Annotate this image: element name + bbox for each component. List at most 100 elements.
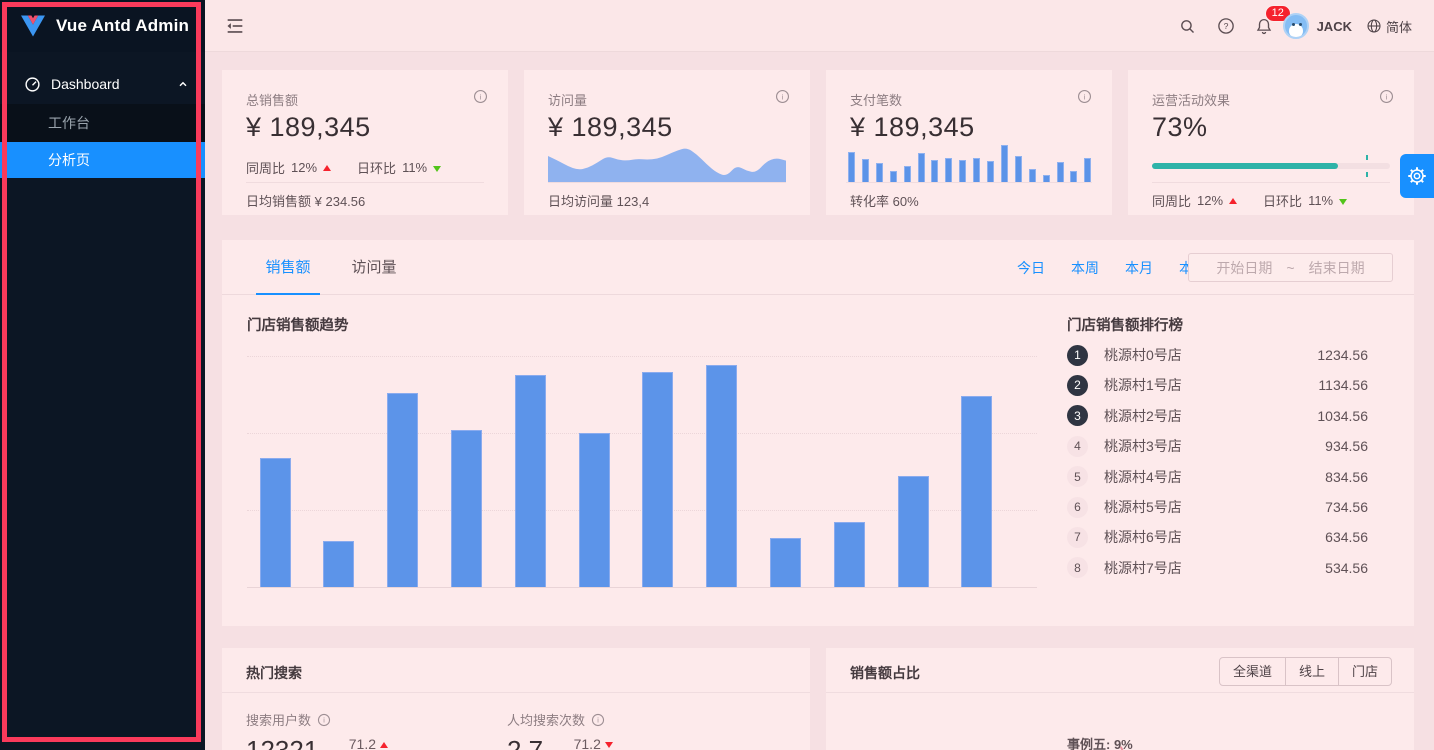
active-tab-underline [256, 293, 320, 295]
divider [246, 182, 484, 183]
store-sales-bar-chart [247, 348, 1037, 588]
language-switch[interactable]: 简体 [1366, 17, 1412, 36]
mini-bar [875, 163, 883, 182]
notifications-button[interactable]: 12 [1245, 0, 1291, 52]
ranking-row: 1 桃源村0号店 1234.56 [1067, 340, 1368, 370]
info-icon[interactable]: i [775, 89, 790, 104]
info-icon[interactable]: i [317, 713, 331, 727]
globe-icon [1367, 19, 1381, 33]
sidebar-item-label: 工作台 [48, 115, 90, 131]
operation-progress-bar [1152, 155, 1390, 177]
sales-bar [769, 537, 801, 587]
stat-delta: 71.2 [574, 736, 613, 750]
menu-fold-icon[interactable] [224, 15, 246, 37]
chart-title: 门店销售额趋势 [247, 318, 349, 334]
store-name: 桃源村1号店 [1104, 377, 1182, 394]
channel-online-button[interactable]: 线上 [1284, 657, 1339, 686]
sidebar-item-dashboard[interactable]: Dashboard [0, 64, 205, 104]
sales-panel: 销售额 访问量 今日 本周 本月 本年 开始日期 ~ 结束日期 门店销售额趋势 … [222, 240, 1414, 626]
avatar-face [1288, 24, 1303, 37]
ranking-row: 3 桃源村2号店 1034.56 [1067, 401, 1368, 431]
area-path [548, 148, 786, 183]
stat-value: 12321 [246, 735, 319, 750]
sidebar-item-label: 分析页 [48, 152, 90, 168]
store-name: 桃源村5号店 [1104, 499, 1182, 515]
mini-bar [959, 160, 967, 182]
trend-row: 同周比 12% 日环比 11% [1152, 191, 1348, 210]
mini-bar [903, 166, 911, 182]
card-footer: 转化率 60% [850, 194, 919, 209]
date-end-placeholder: 结束日期 [1308, 259, 1365, 276]
trend-value: 11% [402, 160, 428, 175]
range-month[interactable]: 本月 [1125, 259, 1153, 276]
trend-up-icon [380, 741, 389, 748]
channel-all-button[interactable]: 全渠道 [1218, 657, 1286, 686]
card-title: 访问量 [548, 93, 588, 108]
info-icon[interactable]: i [1379, 89, 1394, 104]
trend-value: 11% [1308, 193, 1334, 208]
store-sales-value: 934.56 [1325, 438, 1368, 455]
ranking-row: 5 桃源村4号店 834.56 [1067, 462, 1368, 492]
trend-value: 12% [291, 160, 318, 175]
range-week[interactable]: 本周 [1071, 259, 1099, 276]
svg-text:i: i [1084, 92, 1086, 101]
panel-title: 销售额占比 [850, 665, 920, 681]
dashboard-icon [25, 76, 40, 92]
trend-label: 同周比 [1152, 194, 1192, 209]
store-sales-value: 834.56 [1325, 468, 1368, 485]
tab-visits[interactable]: 访问量 [351, 259, 397, 276]
ranking-row: 2 桃源村1号店 1134.56 [1067, 370, 1368, 400]
trend-label: 日环比 [1263, 194, 1303, 209]
sales-bar [514, 374, 546, 587]
stat-label: 人均搜索次数 i [507, 710, 613, 729]
svg-text:i: i [1386, 92, 1388, 101]
divider [548, 182, 786, 183]
channel-segmented-control: 全渠道 线上 门店 [1218, 657, 1392, 686]
ranking-row: 6 桃源村5号店 734.56 [1067, 492, 1368, 522]
theme-settings-button[interactable] [1400, 154, 1434, 198]
store-sales-value: 734.56 [1325, 499, 1368, 515]
user-name[interactable]: JACK [1316, 18, 1352, 34]
hot-search-panel: 热门搜索 搜索用户数 i 12321 71.2 人均搜索次数 i 2.7 71.… [222, 648, 810, 750]
ranking-row: 8 桃源村7号店 534.56 [1067, 553, 1368, 583]
trend-label: 日环比 [357, 161, 397, 176]
sales-bar [897, 476, 929, 587]
card-footer: 日均销售额 ¥ 234.56 [246, 194, 366, 209]
date-range-picker[interactable]: 开始日期 ~ 结束日期 [1188, 253, 1393, 282]
progress-marker-bottom [1366, 172, 1369, 177]
store-sales-value: 534.56 [1325, 559, 1368, 576]
stat-card-visits: 访问量 i ¥ 189,345 日均访问量 123,4 [524, 70, 810, 215]
tab-bar: 销售额 访问量 今日 本周 本月 本年 开始日期 ~ 结束日期 [222, 240, 1414, 295]
sales-bar [450, 430, 482, 587]
stat-card-total-sales: 总销售额 i ¥ 189,345 同周比 12% 日环比 11% 日均销售额 ¥… [222, 70, 508, 215]
help-button[interactable]: ? [1207, 0, 1245, 52]
panel-header: 热门搜索 [222, 648, 810, 693]
mini-bar [1070, 171, 1078, 182]
language-label: 简体 [1385, 19, 1412, 35]
sidebar-item-workbench[interactable]: 工作台 [0, 104, 205, 142]
stat-label: 搜索用户数 i [246, 710, 388, 729]
channel-store-button[interactable]: 门店 [1337, 657, 1392, 686]
range-today[interactable]: 今日 [1017, 259, 1045, 276]
ranking-title: 门店销售额排行榜 [1067, 318, 1183, 334]
app-title: Vue Antd Admin [56, 16, 190, 35]
rank-badge: 5 [1067, 466, 1088, 488]
tab-sales[interactable]: 销售额 [265, 259, 311, 276]
card-value: 73% [1152, 112, 1208, 142]
search-button[interactable] [1169, 0, 1207, 52]
avatar[interactable] [1282, 13, 1309, 39]
store-name: 桃源村3号店 [1104, 438, 1182, 455]
card-value: ¥ 189,345 [246, 112, 371, 142]
ranking-row: 4 桃源村3号店 934.56 [1067, 431, 1368, 461]
store-sales-value: 1134.56 [1318, 377, 1368, 394]
app-logo[interactable]: Vue Antd Admin [0, 0, 205, 52]
info-icon[interactable]: i [473, 89, 488, 104]
sidebar-item-analysis-active[interactable]: 分析页 [0, 142, 205, 178]
question-circle-icon: ? [1217, 18, 1234, 34]
rank-badge: 7 [1067, 526, 1088, 548]
progress-fill [1152, 163, 1338, 169]
chevron-up-icon [179, 81, 187, 87]
sidebar-item-label: Dashboard [51, 76, 120, 92]
info-icon[interactable]: i [1077, 89, 1092, 104]
info-icon[interactable]: i [591, 713, 605, 727]
